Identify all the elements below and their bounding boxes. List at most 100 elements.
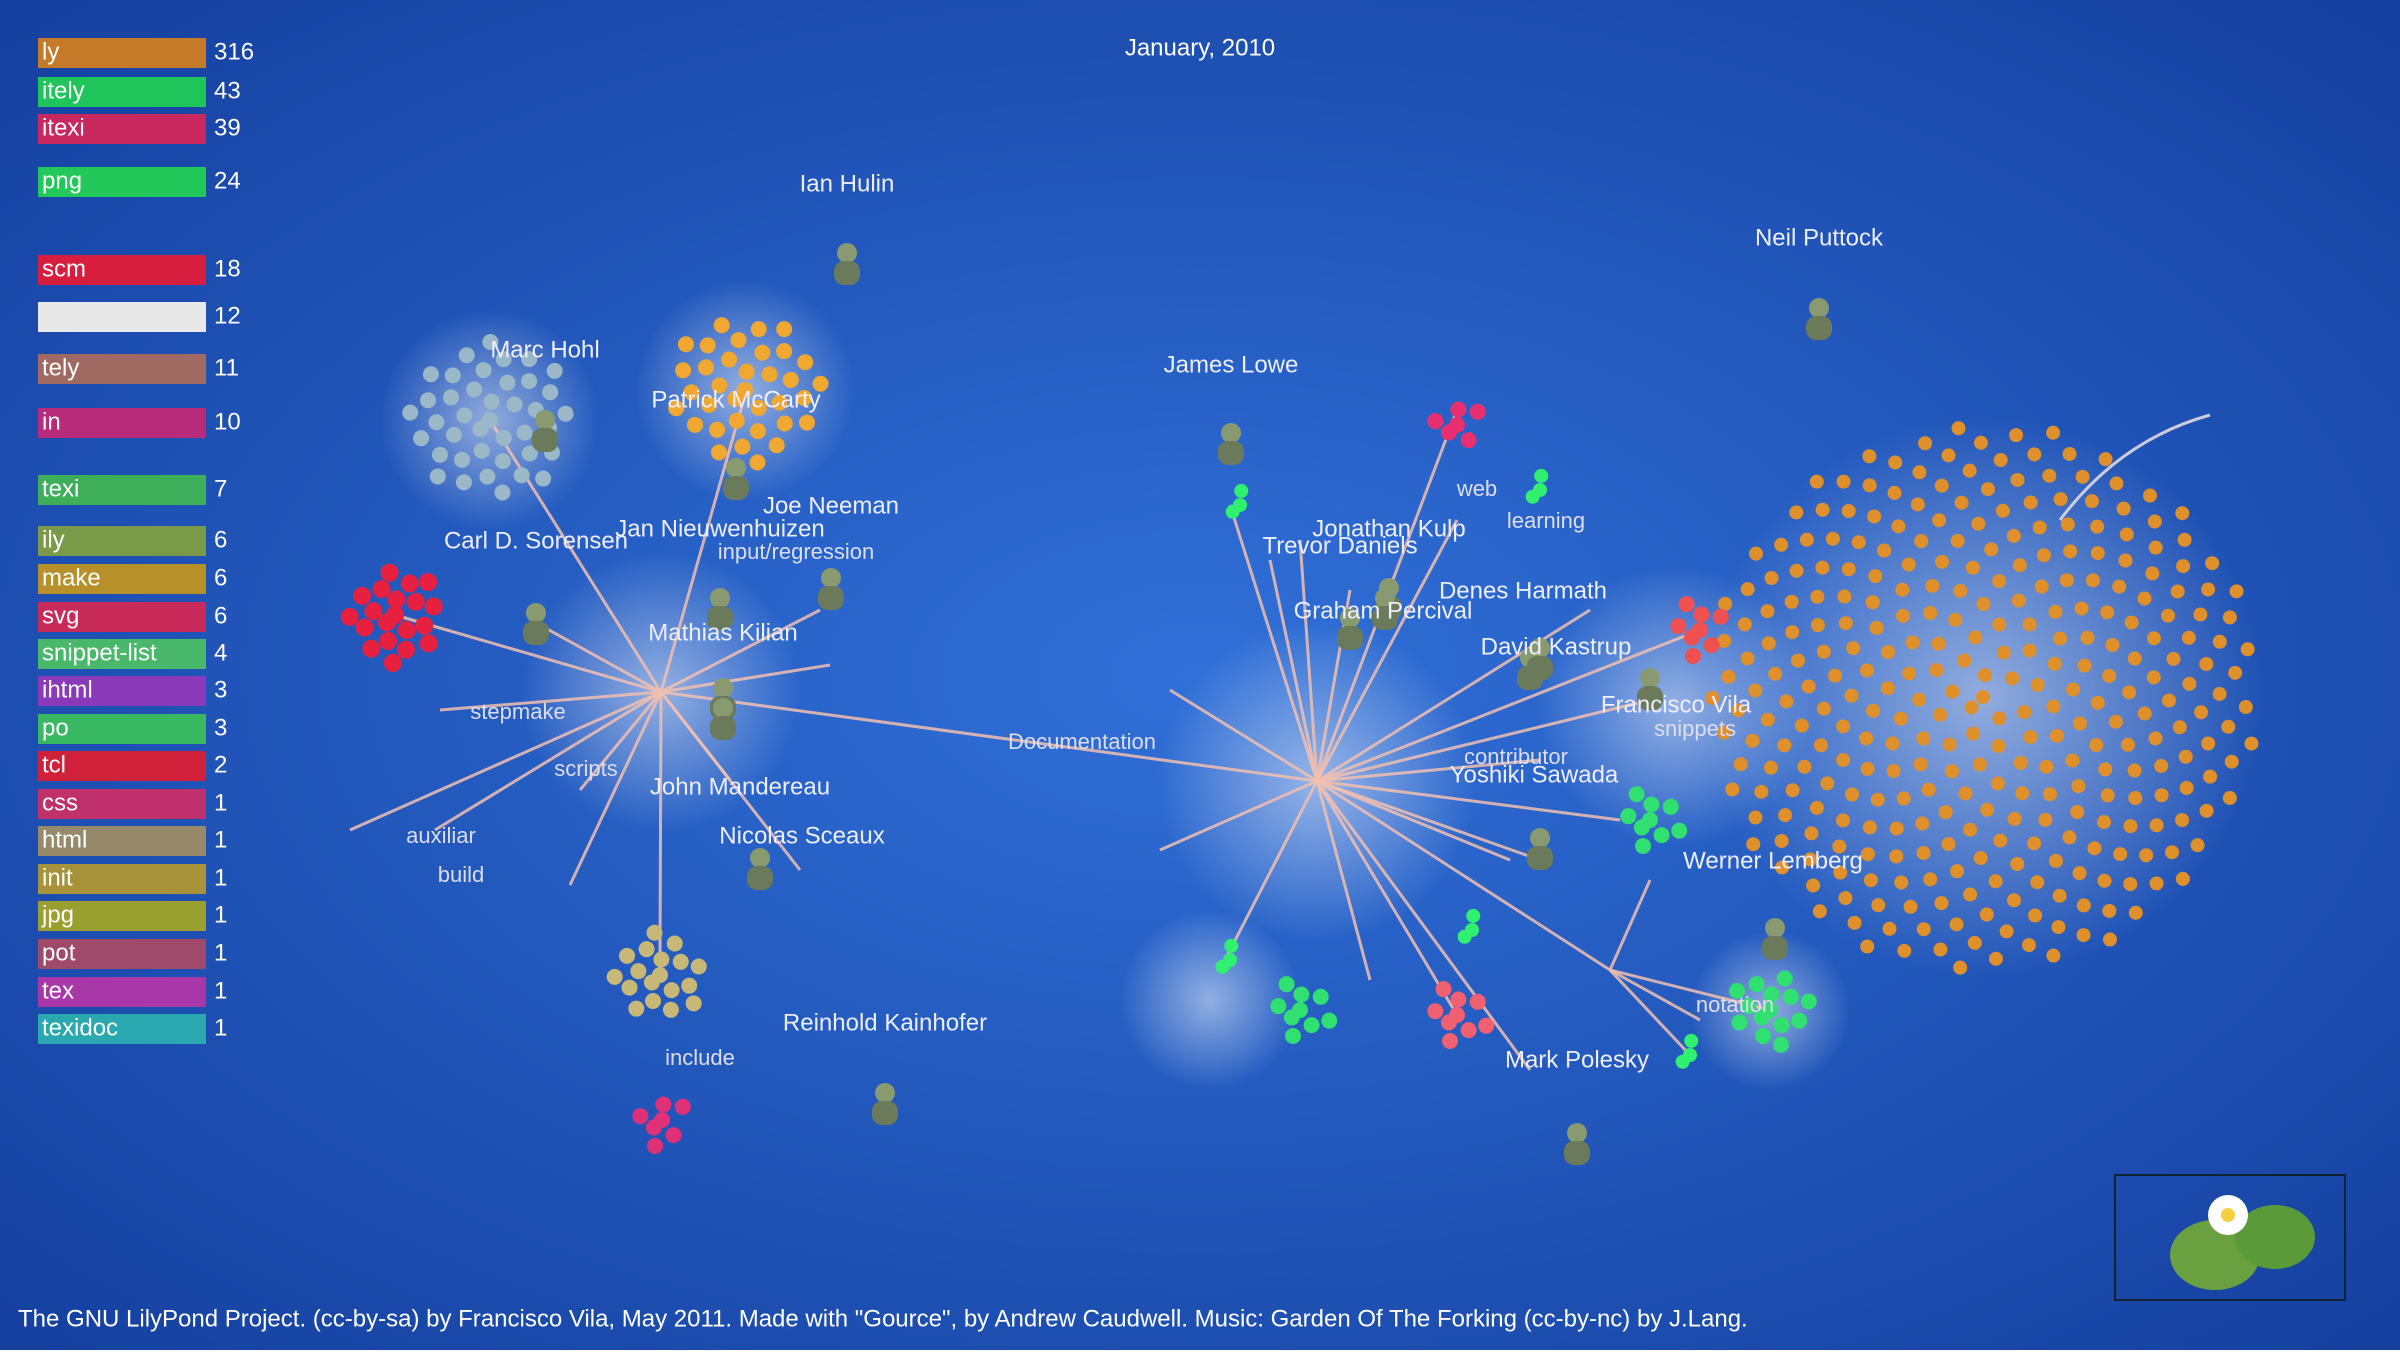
edge <box>394 613 662 694</box>
legend-bar <box>38 526 206 556</box>
file <box>2177 532 2192 547</box>
user-name: Carl D. Sorensen <box>444 527 628 554</box>
file <box>1778 808 1793 823</box>
file <box>1841 562 1856 577</box>
file <box>2128 905 2143 920</box>
file <box>1895 582 1910 597</box>
directory-name: contributor <box>1464 744 1568 769</box>
file <box>734 438 751 455</box>
legend-bar <box>38 826 206 856</box>
file <box>2062 830 2077 845</box>
file <box>1809 800 1824 815</box>
file <box>2065 753 2080 768</box>
file <box>475 362 492 379</box>
file <box>672 953 689 970</box>
file <box>516 424 533 441</box>
file <box>1321 1012 1338 1029</box>
user-name: Jonathan Kulp <box>1312 515 1465 542</box>
file <box>1976 597 1991 612</box>
file <box>2070 805 2085 820</box>
file <box>2194 705 2209 720</box>
edge <box>660 663 831 694</box>
file <box>1442 1033 1459 1050</box>
legend-bar <box>38 354 206 384</box>
file <box>2146 631 2161 646</box>
user-name: David Kastrup <box>1481 633 1632 660</box>
file <box>495 429 512 446</box>
legend-ext: tex <box>42 977 74 1004</box>
file <box>2048 604 2063 619</box>
file <box>2047 656 2062 671</box>
file <box>685 995 702 1012</box>
file <box>2146 670 2161 685</box>
edge <box>539 623 662 694</box>
legend-bar <box>38 77 206 107</box>
file <box>2182 676 2197 691</box>
file <box>482 334 499 351</box>
file <box>1790 653 1805 668</box>
file <box>1836 719 1851 734</box>
file <box>2085 573 2100 588</box>
file <box>798 414 815 431</box>
file <box>1988 951 2003 966</box>
file <box>749 423 766 440</box>
file <box>1896 608 1911 623</box>
file <box>2028 908 2043 923</box>
file <box>1435 981 1452 998</box>
file <box>1806 878 1821 893</box>
file <box>632 1108 649 1125</box>
file <box>1740 998 1757 1015</box>
file <box>709 421 726 438</box>
file <box>666 935 683 952</box>
file <box>645 1119 662 1136</box>
file <box>2175 506 2190 521</box>
file <box>647 1138 664 1155</box>
file <box>2071 779 2086 794</box>
file <box>713 317 730 334</box>
file <box>1962 463 1977 478</box>
file <box>362 639 381 658</box>
avatar <box>707 606 733 630</box>
file <box>2108 714 2123 729</box>
file <box>1964 700 1979 715</box>
file <box>2102 668 2117 683</box>
avatar <box>872 1101 898 1125</box>
file <box>2221 719 2236 734</box>
file <box>1860 761 1875 776</box>
file <box>2074 601 2089 616</box>
file <box>1859 731 1874 746</box>
file <box>1662 798 1679 815</box>
file <box>429 468 446 485</box>
file <box>2021 938 2036 953</box>
directory-name: snippets <box>1654 716 1736 741</box>
file <box>1712 608 1729 625</box>
footer: The GNU LilyPond Project. (cc-by-sa) by … <box>18 1305 1748 1332</box>
legend-ext: tely <box>42 354 79 381</box>
file <box>494 484 511 501</box>
legend-count: 12 <box>214 302 241 329</box>
file <box>445 426 462 443</box>
file <box>2181 630 2196 645</box>
file <box>1993 453 2008 468</box>
file <box>353 586 372 605</box>
legend-bar <box>38 114 206 144</box>
file <box>1761 636 1776 651</box>
legend-ext: make <box>42 564 101 591</box>
file <box>2203 769 2218 784</box>
file <box>1916 845 1931 860</box>
file <box>1945 684 1960 699</box>
file <box>1427 1003 1444 1020</box>
file <box>1763 760 1778 775</box>
edge <box>1608 968 1692 1057</box>
file <box>1303 1017 1320 1034</box>
file <box>2119 527 2134 542</box>
legend-bar <box>38 255 206 285</box>
file <box>1460 432 1477 449</box>
file <box>1754 784 1769 799</box>
tree <box>340 243 2263 1165</box>
file <box>1466 908 1481 923</box>
file <box>2077 658 2092 673</box>
file <box>683 384 700 401</box>
file <box>2022 617 2037 632</box>
legend-ext: ily <box>42 526 65 553</box>
